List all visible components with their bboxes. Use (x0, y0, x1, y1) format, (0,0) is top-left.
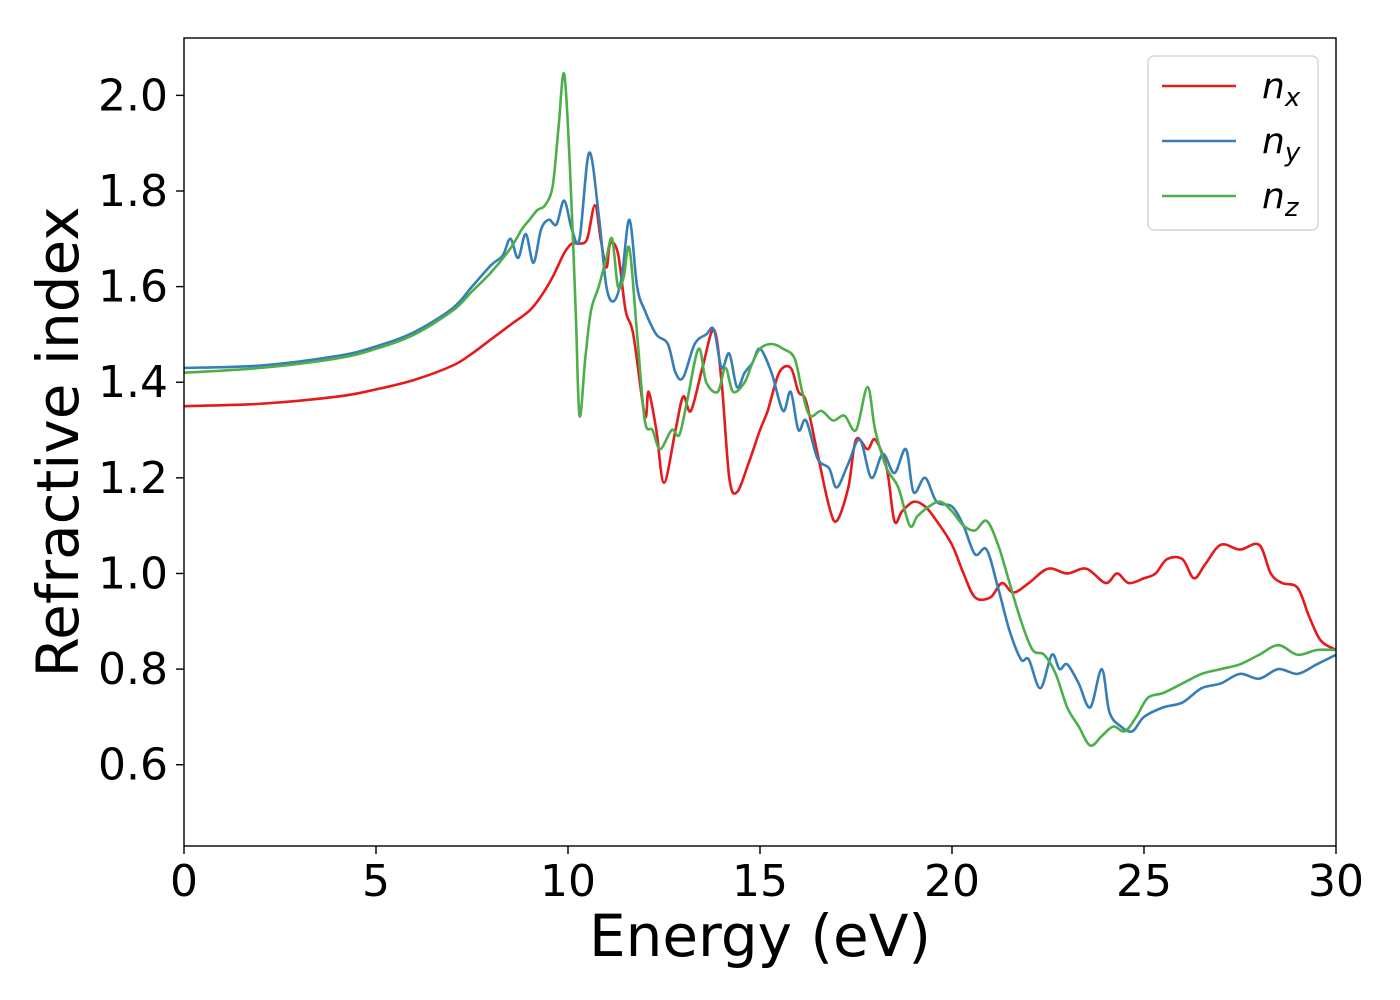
y-tick-label: 2.0 (98, 70, 168, 121)
x-tick-label: 15 (732, 856, 788, 907)
x-tick-label: 10 (540, 856, 596, 907)
x-tick-label: 0 (170, 856, 198, 907)
y-tick-label: 1.0 (98, 548, 168, 599)
x-axis: 0 5 10 15 20 25 30 (170, 846, 1364, 907)
y-tick-label: 0.6 (98, 740, 168, 791)
x-tick-label: 30 (1308, 856, 1364, 907)
x-tick-label: 25 (1116, 856, 1172, 907)
legend-entry-nz: nz (1262, 176, 1300, 223)
legend-entry-subscript: y (1284, 138, 1301, 168)
y-axis: 0.6 0.8 1.0 1.2 1.4 1.6 1.8 2.0 (98, 70, 184, 791)
y-tick-label: 0.8 (98, 644, 168, 695)
series-line-ny (184, 151, 1336, 733)
x-axis-label: Energy (eV) (589, 902, 931, 970)
y-tick-label: 1.8 (98, 166, 168, 217)
series-line-nz (184, 72, 1336, 748)
legend-box (1147, 55, 1319, 231)
legend-entry-nx: nx (1262, 66, 1301, 113)
x-tick-label: 20 (924, 856, 980, 907)
legend-entry-subscript: z (1284, 193, 1300, 223)
y-tick-label: 1.4 (98, 357, 168, 408)
legend-entry-symbol: n (1262, 121, 1285, 162)
y-tick-label: 1.6 (98, 262, 168, 313)
legend-entry-subscript: x (1284, 83, 1301, 113)
y-tick-label: 1.2 (98, 453, 168, 504)
legend-entry-symbol: n (1262, 66, 1285, 107)
x-tick-label: 5 (362, 856, 390, 907)
legend-entry-symbol: n (1262, 176, 1285, 217)
y-axis-label: Refractive index (24, 206, 92, 677)
series-layer (184, 72, 1336, 748)
legend-entry-ny: ny (1262, 121, 1301, 168)
